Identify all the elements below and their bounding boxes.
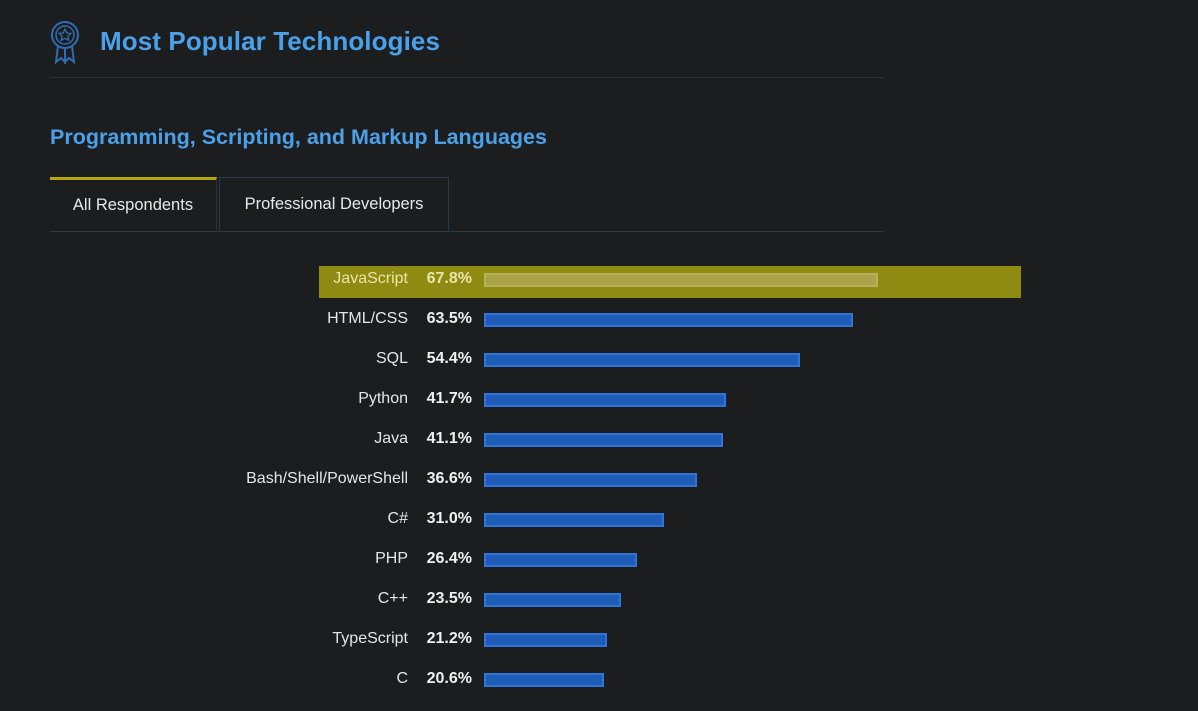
bar-label: PHP (375, 550, 408, 567)
bar[interactable] (484, 393, 726, 407)
bar[interactable] (484, 513, 664, 527)
page-title: Most Popular Technologies (100, 26, 441, 56)
bar-value-label: 21.2% (426, 630, 472, 647)
bar-label: Bash/Shell/PowerShell (246, 470, 408, 487)
respondent-tabs: All Respondents Professional Developers (50, 177, 884, 232)
bar-value-label: 36.6% (426, 470, 472, 487)
bar[interactable] (484, 273, 878, 287)
bar-label: C (396, 670, 408, 687)
bar-label: Python (358, 390, 408, 407)
bar-value-label: 63.5% (426, 310, 472, 327)
bar[interactable] (484, 673, 604, 687)
bar-label: C# (387, 510, 408, 527)
bar[interactable] (484, 593, 621, 607)
section-title: Programming, Scripting, and Markup Langu… (50, 125, 547, 149)
bar-value-label: 20.6% (426, 670, 472, 687)
bar[interactable] (484, 553, 637, 567)
tab-all-respondents[interactable]: All Respondents (50, 177, 217, 230)
bar-value-label: 67.8% (426, 270, 472, 287)
bar[interactable] (484, 353, 800, 367)
bar-label: HTML/CSS (327, 310, 408, 327)
bar-value-label: 41.7% (426, 390, 472, 407)
award-badge-icon (51, 21, 79, 64)
bar-label: JavaScript (333, 270, 408, 287)
bar-label: TypeScript (332, 630, 408, 647)
page-header: Most Popular Technologies (50, 18, 884, 78)
tab-professional-developers[interactable]: Professional Developers (219, 177, 449, 230)
bar[interactable] (484, 313, 853, 327)
bar-value-label: 23.5% (426, 590, 472, 607)
bar[interactable] (484, 633, 607, 647)
bar-label: C++ (377, 590, 408, 607)
bar-label: Java (374, 430, 408, 447)
bar-value-label: 41.1% (426, 430, 472, 447)
bar[interactable] (484, 433, 723, 447)
bar-value-label: 26.4% (426, 550, 472, 567)
bar-label: SQL (375, 350, 408, 367)
bar[interactable] (484, 473, 697, 487)
bar-value-label: 54.4% (426, 350, 472, 367)
bar-value-label: 31.0% (426, 510, 472, 527)
